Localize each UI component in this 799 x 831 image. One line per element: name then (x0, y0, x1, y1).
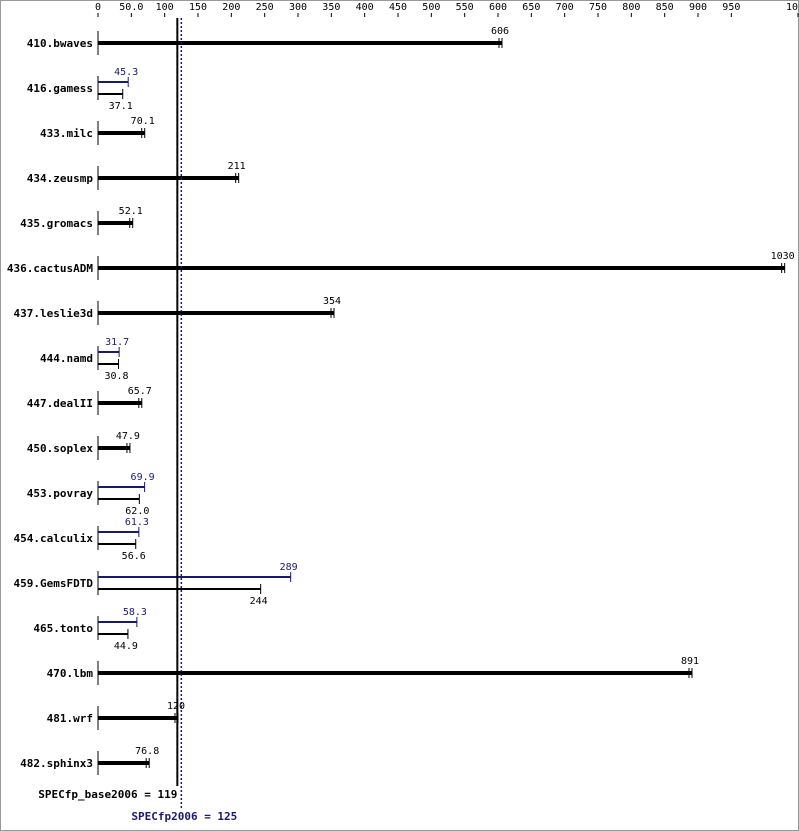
x-tick-label: 450 (389, 2, 407, 13)
category-label: 434.zeusmp (27, 172, 94, 185)
value-label: 891 (681, 656, 699, 667)
x-tick-label: 200 (222, 2, 240, 13)
value-label: 289 (280, 562, 298, 573)
value-label: 244 (250, 596, 268, 607)
value-label: 120 (167, 701, 185, 712)
category-label: 459.GemsFDTD (14, 577, 94, 590)
x-tick-label: 250 (256, 2, 274, 13)
category-label: 454.calculix (14, 532, 94, 545)
value-label: 211 (228, 161, 246, 172)
value-label: 56.6 (122, 551, 146, 562)
value-label: 606 (491, 26, 509, 37)
x-tick-label: 650 (522, 2, 540, 13)
x-tick-label: 350 (322, 2, 340, 13)
value-label: 58.3 (123, 607, 147, 618)
value-label: 45.3 (114, 67, 138, 78)
x-tick-label: 950 (722, 2, 740, 13)
x-tick-label: 500 (422, 2, 440, 13)
value-label: 62.0 (125, 506, 149, 517)
value-label: 354 (323, 296, 341, 307)
x-tick-label: 900 (689, 2, 707, 13)
x-tick-label: 300 (289, 2, 307, 13)
value-label: 70.1 (131, 116, 155, 127)
category-label: 447.dealII (27, 397, 93, 410)
category-label: 481.wrf (47, 712, 93, 725)
value-label: 69.9 (131, 472, 155, 483)
value-label: 37.1 (109, 101, 133, 112)
x-tick-label: 1050 (786, 2, 799, 13)
value-label: 1030 (771, 251, 795, 262)
category-label: 444.namd (40, 352, 93, 365)
value-label: 44.9 (114, 641, 138, 652)
value-label: 31.7 (105, 337, 129, 348)
category-label: 416.gamess (27, 82, 93, 95)
value-label: 52.1 (119, 206, 143, 217)
value-label: 47.9 (116, 431, 140, 442)
reference-label: SPECfp2006 = 125 (131, 810, 237, 823)
x-tick-label: 700 (556, 2, 574, 13)
value-label: 65.7 (128, 386, 152, 397)
category-label: 436.cactusADM (7, 262, 93, 275)
x-tick-label: 50.0 (119, 2, 143, 13)
value-label: 76.8 (135, 746, 159, 757)
category-label: 465.tonto (33, 622, 93, 635)
category-label: 435.gromacs (20, 217, 93, 230)
x-tick-label: 150 (189, 2, 207, 13)
x-tick-label: 0 (95, 2, 101, 13)
value-label: 61.3 (125, 517, 149, 528)
x-tick-label: 600 (489, 2, 507, 13)
x-tick-label: 850 (656, 2, 674, 13)
category-label: 410.bwaves (27, 37, 93, 50)
x-tick-label: 800 (622, 2, 640, 13)
category-label: 433.milc (40, 127, 93, 140)
x-tick-label: 750 (589, 2, 607, 13)
x-tick-label: 100 (156, 2, 174, 13)
x-tick-label: 400 (356, 2, 374, 13)
category-label: 453.povray (27, 487, 94, 500)
reference-label: SPECfp_base2006 = 119 (38, 788, 177, 801)
x-tick-label: 550 (456, 2, 474, 13)
category-label: 437.leslie3d (14, 307, 93, 320)
category-label: 482.sphinx3 (20, 757, 93, 770)
category-label: 470.lbm (47, 667, 94, 680)
category-label: 450.soplex (27, 442, 94, 455)
value-label: 30.8 (104, 371, 128, 382)
